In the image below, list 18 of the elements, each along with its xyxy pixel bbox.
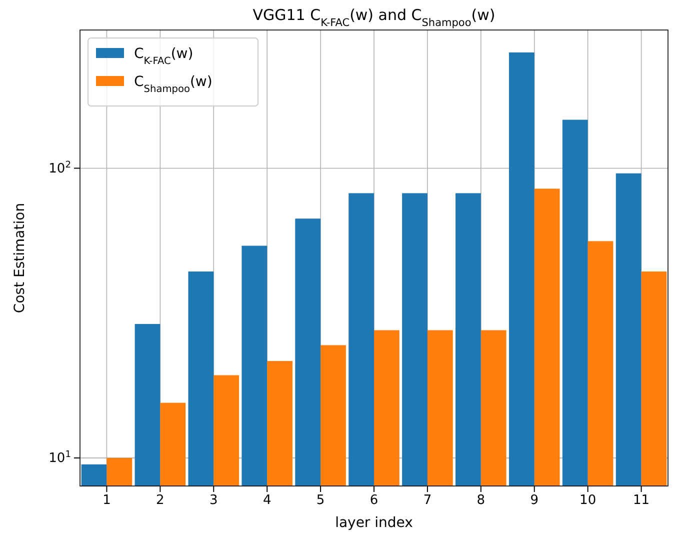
x-tick-label: 10: [580, 493, 596, 508]
x-tick-label: 7: [423, 493, 432, 508]
y-tick-label: 10$^{1}$: [48, 450, 71, 466]
x-axis-title: layer index: [335, 515, 413, 531]
x-tick-label: 1: [102, 493, 111, 508]
legend-label: C$_{K-FAC}$(w): [134, 46, 194, 66]
x-tick-label: 2: [156, 493, 164, 508]
x-tick-label: 3: [209, 493, 218, 508]
x-tick-label: 5: [316, 493, 325, 508]
x-tick-label: 6: [370, 493, 378, 508]
chart-title: VGG11 C$_{K-FAC}$(w) and C$_{Shampoo}$(w): [252, 6, 496, 29]
x-tick-label: 8: [476, 493, 486, 508]
x-tick-label: 11: [633, 493, 650, 508]
x-tick-label: 4: [262, 493, 272, 508]
y-tick-label: 10$^{2}$: [48, 160, 71, 176]
legend-label: C$_{Shampoo}$(w): [134, 74, 212, 94]
x-tick-label: 9: [530, 493, 539, 508]
y-axis-title: Cost Estimation: [12, 202, 28, 314]
